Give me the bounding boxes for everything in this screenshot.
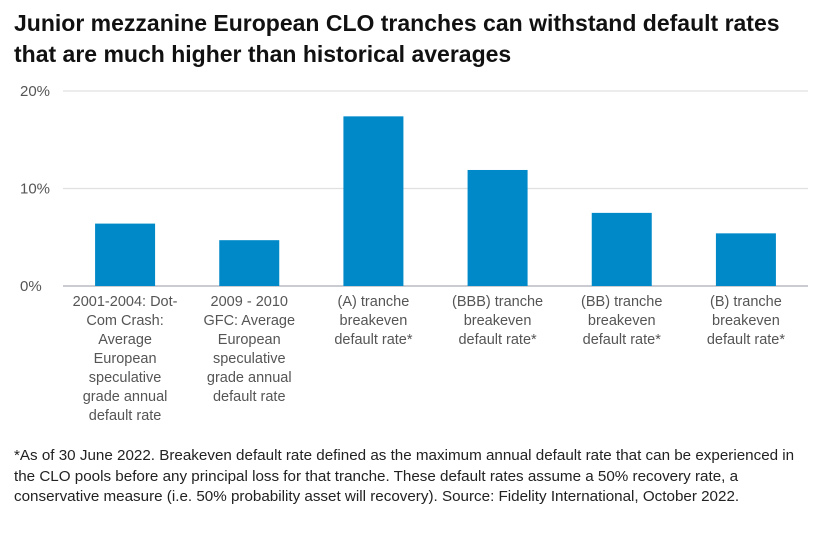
bar <box>467 169 528 286</box>
bar <box>591 212 652 286</box>
x-category-label: (B) tranche breakeven default rate* <box>707 294 786 348</box>
footnote: *As of 30 June 2022. Breakeven default r… <box>14 447 795 505</box>
bar-chart: 0% 10% 20% 2001-2004: Dot-Com Crash: Average… <box>20 83 808 424</box>
x-category-label: (BBB) tranche breakeven default rate* <box>452 294 543 348</box>
x-category-label: (A) tranche breakeven default rate* <box>334 294 413 348</box>
y-tick-label: 0% <box>20 278 42 295</box>
y-tick-label: 10% <box>20 181 50 198</box>
bar <box>715 233 776 286</box>
bar <box>343 116 404 286</box>
bar <box>219 240 280 286</box>
x-category-label: (BB) tranche breakeven default rate* <box>581 294 662 348</box>
y-tick-label: 20% <box>20 83 50 100</box>
x-category-label: 2001-2004: Dot-Com Crash: Average European… <box>73 294 178 424</box>
chart-title: Junior mezzanine European CLO tranches c… <box>14 10 780 67</box>
x-category-label: 2009 - 2010 GFC: Average European speculati… <box>203 294 295 405</box>
bar <box>95 223 156 286</box>
